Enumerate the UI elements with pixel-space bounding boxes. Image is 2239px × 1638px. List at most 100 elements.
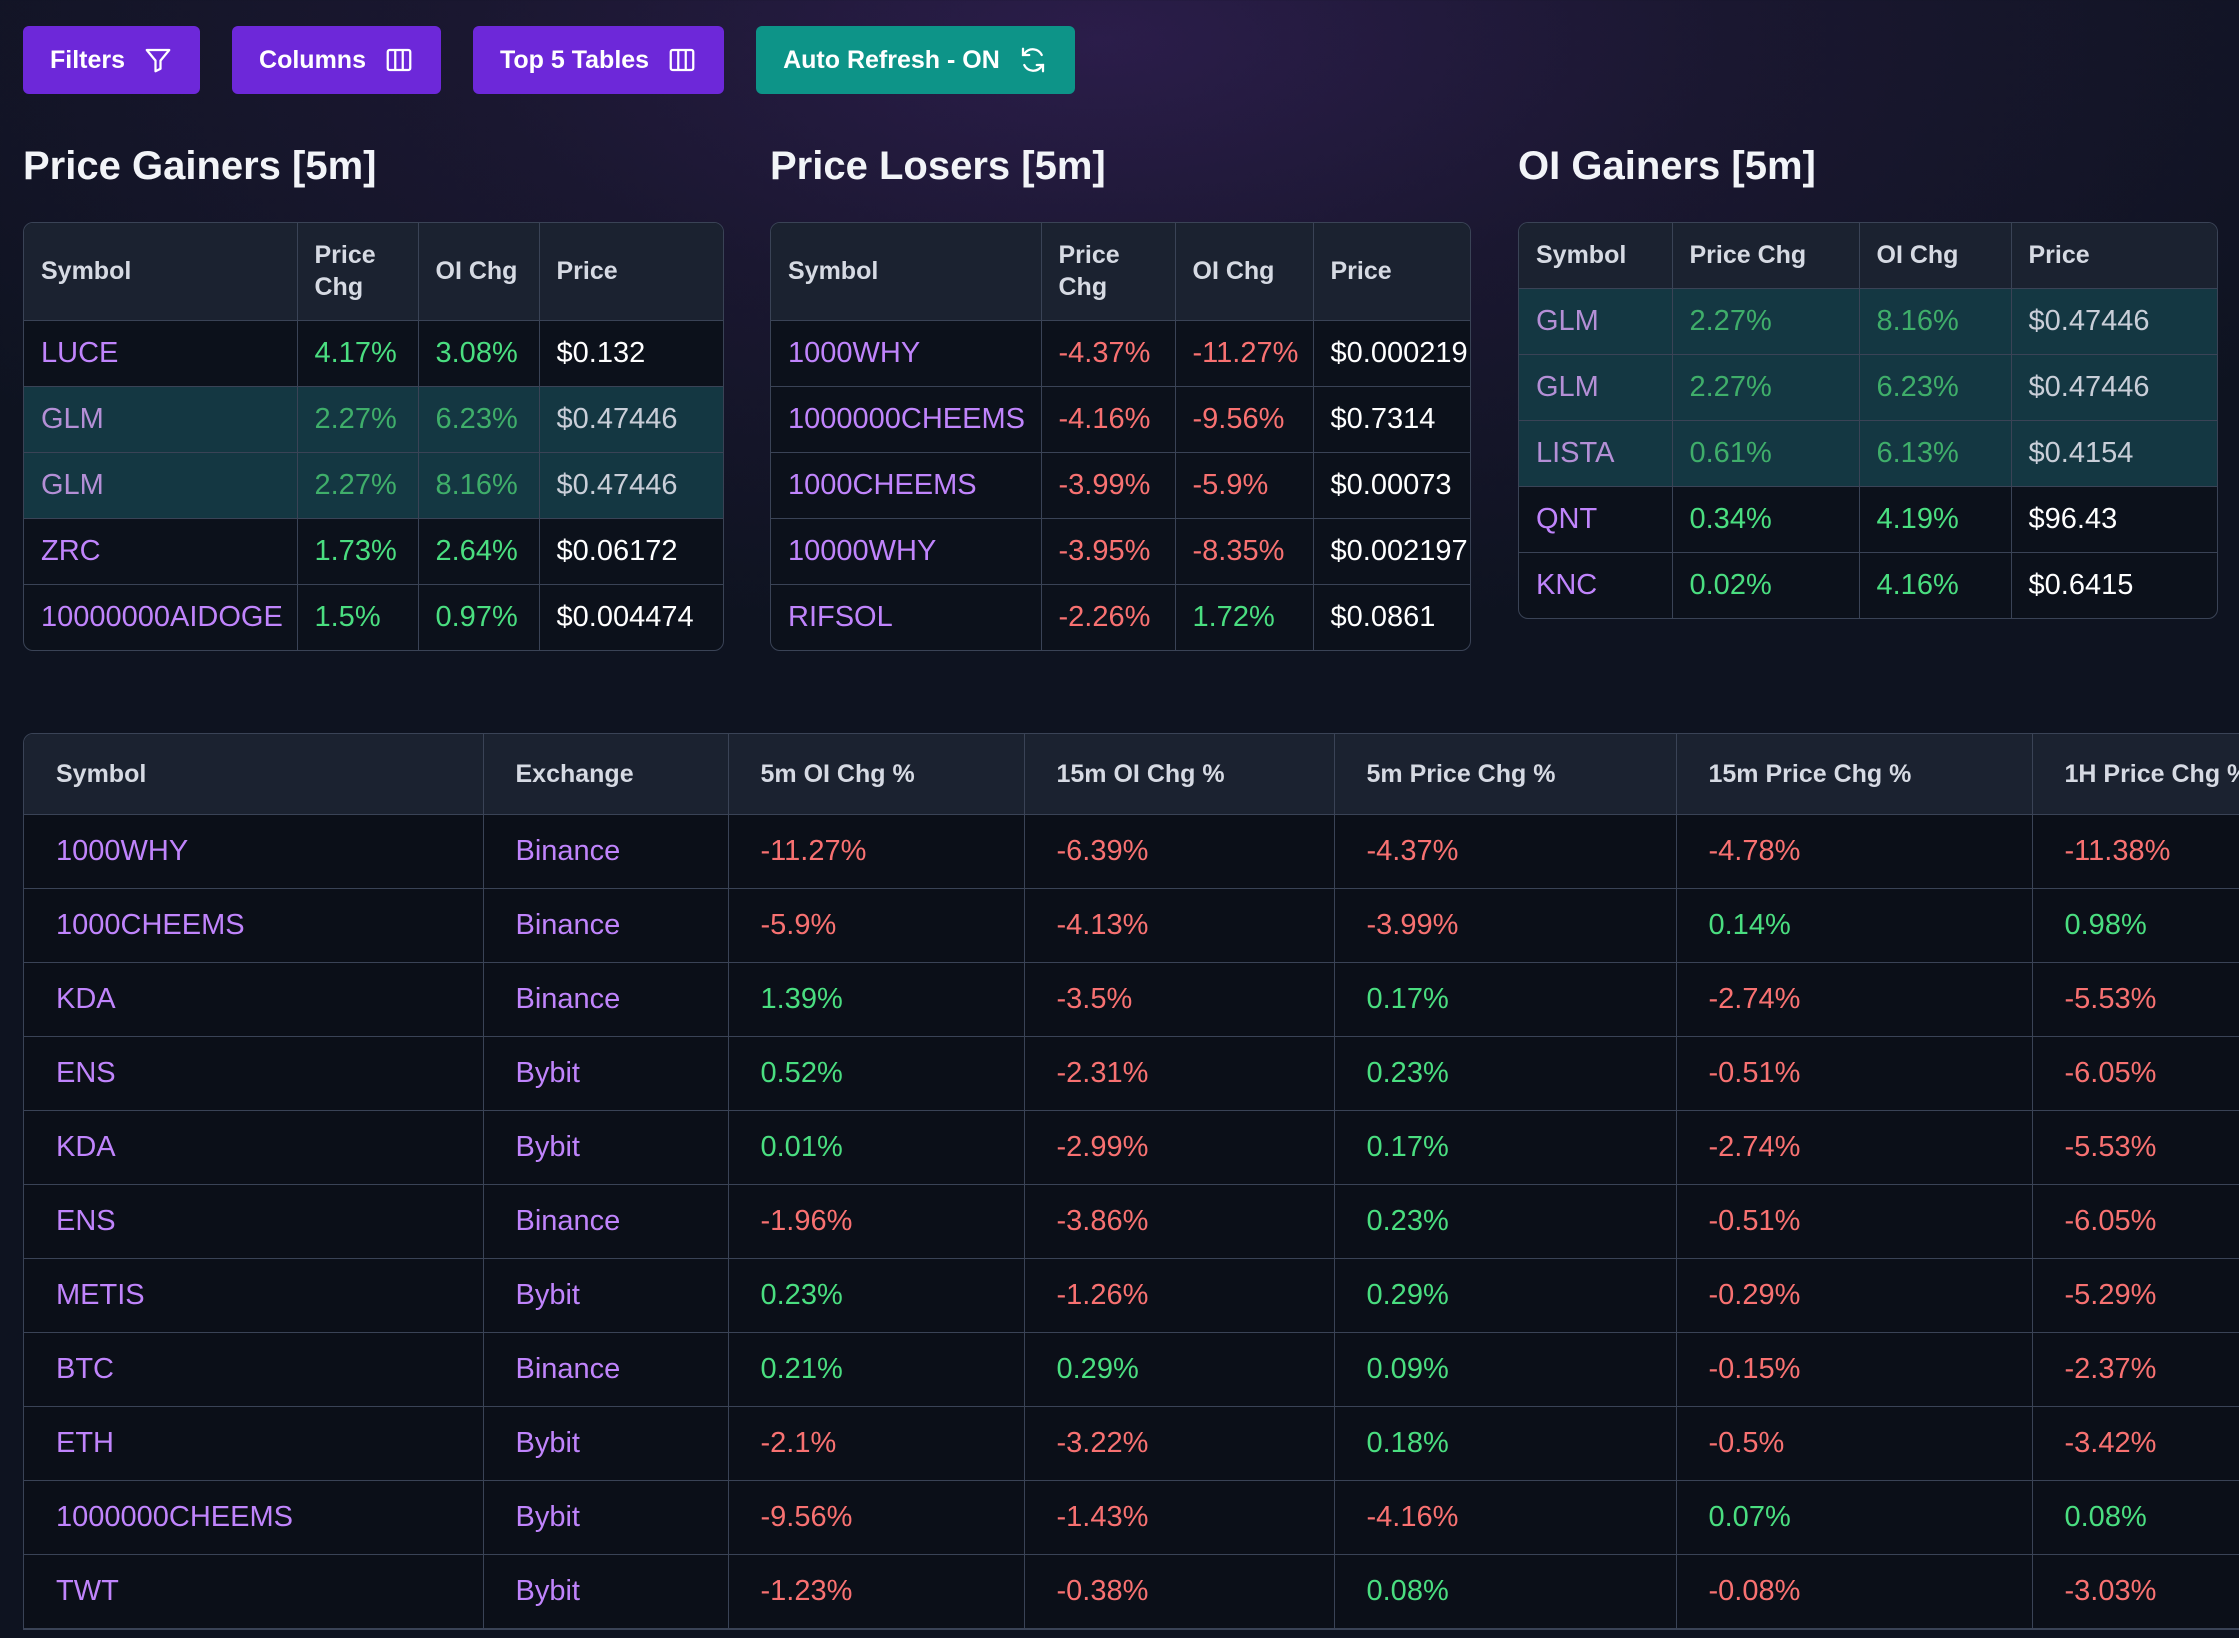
column-header[interactable]: Symbol [24,223,298,321]
table-row[interactable]: ETH Bybit -2.1% -3.22% 0.18% -0.5% -3.42% [24,1406,2239,1481]
exchange-cell: Bybit [483,1554,729,1629]
column-header[interactable]: Symbol [24,734,484,815]
table-row[interactable]: GLM 2.27% 8.16% $0.47446 [24,452,723,519]
column-header[interactable]: Price [1313,223,1470,321]
table-row[interactable]: 10000WHY -3.95% -8.35% $0.002197 [771,518,1470,585]
symbol-cell[interactable]: TWT [24,1554,484,1629]
column-header[interactable]: Exchange [483,734,729,815]
column-header[interactable]: 1H Price Chg % [2032,734,2239,815]
symbol-cell[interactable]: 10000000AIDOGE [24,584,298,650]
price-chg-cell: 1.73% [297,518,419,585]
column-header[interactable]: 5m OI Chg % [728,734,1025,815]
price-chg-1h-cell: -3.42% [2032,1406,2239,1481]
table-row[interactable]: GLM 2.27% 8.16% $0.47446 [1519,288,2217,355]
oi-chg-cell: -8.35% [1175,518,1314,585]
symbol-cell[interactable]: KNC [1519,552,1673,618]
symbol-cell[interactable]: 10000WHY [771,518,1042,585]
symbol-cell[interactable]: QNT [1519,486,1673,553]
price-chg-5m-cell: 0.23% [1334,1184,1677,1259]
column-header[interactable]: 15m OI Chg % [1024,734,1335,815]
table-row[interactable]: 1000000CHEEMS Bybit -9.56% -1.43% -4.16% 0.07… [24,1480,2239,1555]
table-row[interactable]: 1000000CHEEMS -4.16% -9.56% $0.7314 [771,386,1470,453]
table-row[interactable]: KDA Binance 1.39% -3.5% 0.17% -2.74% -5.53% [24,962,2239,1037]
symbol-cell[interactable]: 1000CHEEMS [771,452,1042,519]
table-row[interactable]: 1000CHEEMS -3.99% -5.9% $0.00073 [771,452,1470,519]
price-cell: $0.47446 [539,386,723,453]
oi-chg-15m-cell: -2.99% [1024,1110,1335,1185]
table-row[interactable]: KDA Bybit 0.01% -2.99% 0.17% -2.74% -5.53% [24,1110,2239,1185]
column-header[interactable]: Price Chg [297,223,419,321]
exchange-cell: Bybit [483,1480,729,1555]
table-row[interactable]: ZRC 1.73% 2.64% $0.06172 [24,518,723,585]
column-header[interactable]: Price [539,223,723,321]
symbol-cell[interactable]: GLM [1519,354,1673,421]
price-chg-1h-cell: 0.98% [2032,888,2239,963]
oi-chg-cell: 8.16% [1859,288,2012,355]
symbol-cell[interactable]: GLM [1519,288,1673,355]
table-row[interactable]: LUCE 4.17% 3.08% $0.132 [24,320,723,387]
symbol-cell[interactable]: ENS [24,1184,484,1259]
symbol-cell[interactable]: LISTA [1519,420,1673,487]
table-row[interactable]: GLM 2.27% 6.23% $0.47446 [24,386,723,453]
symbol-cell[interactable]: 1000000CHEEMS [771,386,1042,453]
table-row[interactable]: TWT Bybit -1.23% -0.38% 0.08% -0.08% -3.03% [24,1554,2239,1629]
symbol-cell[interactable]: RIFSOL [771,584,1042,650]
table-row[interactable]: 1000WHY Binance -11.27% -6.39% -4.37% -4.78% -… [24,814,2239,889]
table-row[interactable]: RIFSOL -2.26% 1.72% $0.0861 [771,584,1470,650]
symbol-cell[interactable]: GLM [24,386,298,453]
oi-chg-cell: -9.56% [1175,386,1314,453]
table-row[interactable]: GLM 2.27% 6.23% $0.47446 [1519,354,2217,421]
column-header[interactable]: Price Chg [1672,223,1860,289]
table-row[interactable]: ENS Binance -1.96% -3.86% 0.23% -0.51% -6.05% [24,1184,2239,1259]
column-header[interactable]: Symbol [1519,223,1673,289]
exchange-cell: Bybit [483,1406,729,1481]
table-row[interactable]: QNT 0.34% 4.19% $96.43 [1519,486,2217,553]
column-header[interactable]: OI Chg [1175,223,1314,321]
symbol-cell[interactable]: ENS [24,1036,484,1111]
column-header[interactable]: 15m Price Chg % [1676,734,2033,815]
symbol-cell[interactable]: 1000CHEEMS [24,888,484,963]
price-chg-5m-cell: 0.23% [1334,1036,1677,1111]
auto-refresh-toggle[interactable]: Auto Refresh - ON [756,26,1075,94]
table-row[interactable]: ENS Bybit 0.52% -2.31% 0.23% -0.51% -6.05% [24,1036,2239,1111]
column-header[interactable]: 5m Price Chg % [1334,734,1677,815]
symbol-cell[interactable]: ZRC [24,518,298,585]
filters-button[interactable]: Filters [23,26,201,94]
symbol-cell[interactable]: ETH [24,1406,484,1481]
top5-tables-button[interactable]: Top 5 Tables [472,26,725,94]
price-chg-cell: 2.27% [297,452,419,519]
symbol-cell[interactable]: KDA [24,962,484,1037]
price-cell: $96.43 [2011,486,2217,553]
symbol-cell[interactable]: 1000000CHEEMS [24,1480,484,1555]
symbol-cell[interactable]: GLM [24,452,298,519]
table-row[interactable]: 10000000AIDOGE 1.5% 0.97% $0.004474 [24,584,723,650]
table-row[interactable]: KNC 0.02% 4.16% $0.6415 [1519,552,2217,618]
oi-chg-cell: 0.97% [418,584,540,650]
price-chg-cell: 0.61% [1672,420,1860,487]
oi-chg-cell: 6.23% [1859,354,2012,421]
columns-button[interactable]: Columns [232,26,441,94]
exchange-cell: Bybit [483,1258,729,1333]
table-row[interactable]: 1000CHEEMS Binance -5.9% -4.13% -3.99% 0.14% 0… [24,888,2239,963]
symbol-cell[interactable]: 1000WHY [771,320,1042,387]
symbol-cell[interactable]: METIS [24,1258,484,1333]
symbol-cell[interactable]: KDA [24,1110,484,1185]
table-row[interactable]: 1000WHY -4.37% -11.27% $0.000219 [771,320,1470,387]
column-header[interactable]: OI Chg [1859,223,2012,289]
symbol-cell[interactable]: 1000WHY [24,814,484,889]
column-header[interactable]: Symbol [771,223,1042,321]
auto-refresh-label: Auto Refresh - ON [783,45,1000,74]
column-header[interactable]: OI Chg [418,223,540,321]
price-chg-cell: -3.99% [1041,452,1176,519]
oi-chg-15m-cell: -4.13% [1024,888,1335,963]
symbol-cell[interactable]: LUCE [24,320,298,387]
table-row[interactable]: LISTA 0.61% 6.13% $0.4154 [1519,420,2217,487]
table-row[interactable]: BTC Binance 0.21% 0.29% 0.09% -0.15% -2.37% [24,1332,2239,1407]
table-row[interactable]: METIS Bybit 0.23% -1.26% 0.29% -0.29% -5.29% [24,1258,2239,1333]
column-header[interactable]: Price [2011,223,2217,289]
symbol-cell[interactable]: BTC [24,1332,484,1407]
column-header[interactable]: Price Chg [1041,223,1176,321]
main-table: Symbol Exchange 5m OI Chg % 15m OI Chg % 5m … [23,733,2239,1630]
price-cell: $0.6415 [2028,568,2134,601]
price-cell: $0.132 [539,320,723,387]
